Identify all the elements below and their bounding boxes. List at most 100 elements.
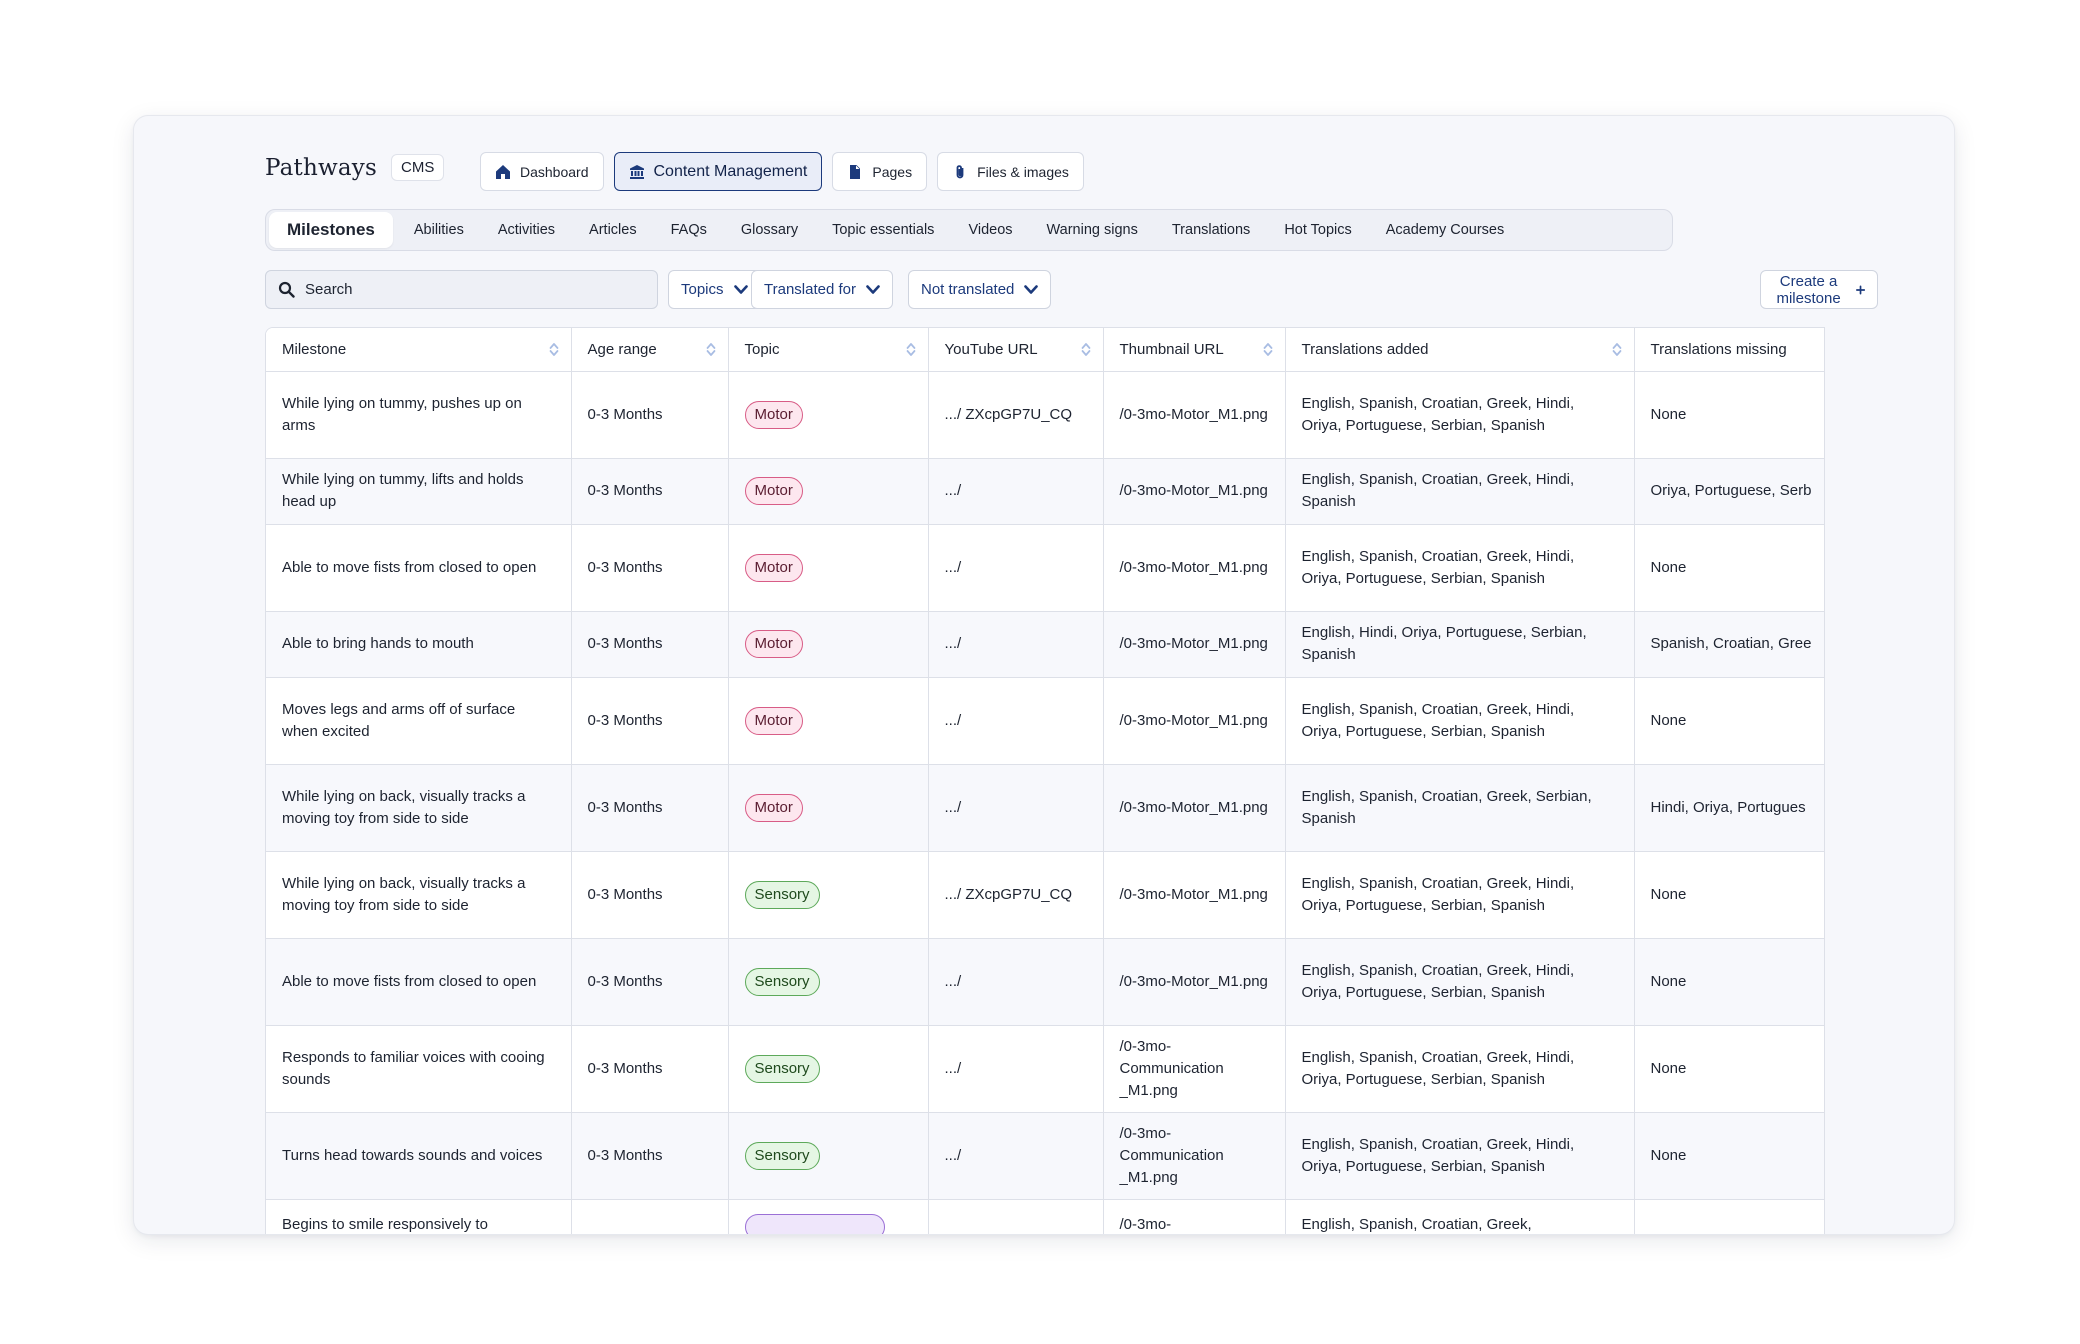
sort-icon[interactable] (1081, 342, 1091, 357)
table-row[interactable]: Able to move fists from closed to open 0-… (266, 938, 1824, 1026)
table-row[interactable]: Able to bring hands to mouth 0-3 Months Mo… (266, 611, 1824, 678)
table-row[interactable]: Begins to smile responsively to/0-3mo- En… (266, 1199, 1824, 1234)
nav-pages-button[interactable]: Pages (832, 152, 928, 191)
tab-translations[interactable]: Translations (1171, 222, 1251, 238)
cell-youtube-url: .../ ZXcpGP7U_CQ (928, 851, 1104, 939)
tab-academy-courses[interactable]: Academy Courses (1385, 222, 1505, 238)
cell-age-range: 0-3 Months (571, 524, 729, 612)
translations-added-text: English, Spanish, Croatian, Greek, Hindi… (1301, 961, 1575, 1001)
table-row[interactable]: While lying on tummy, lifts and holds he… (266, 458, 1824, 525)
cell-translations-added: English, Spanish, Croatian, Greek, (1285, 1199, 1635, 1234)
cell-thumbnail-url: /0-3mo-Motor_M1.png (1103, 851, 1286, 939)
cell-translations-added: English, Spanish, Croatian, Greek, Hindi… (1285, 851, 1635, 939)
column-header-topic[interactable]: Topic (728, 328, 929, 372)
table-header-row: Milestone Age range Topic YouTube URL Th… (266, 328, 1824, 372)
thumbnail-url-text: /0-3mo-Motor_M1.png (1119, 798, 1268, 816)
topic-badge: Motor (744, 630, 803, 658)
cell-translations-missing: None (1634, 938, 1824, 1026)
nav-pages-label: Pages (872, 163, 913, 180)
thumbnail-url-text: /0-3mo- (1119, 1215, 1172, 1233)
topic-badge: Motor (744, 793, 803, 822)
youtube-url-text: .../ ZXcpGP7U_CQ (944, 885, 1073, 903)
create-milestone-button[interactable]: Create a milestone (1760, 270, 1879, 309)
column-header-age-range[interactable]: Age range (571, 328, 729, 372)
column-header-thumbnail-url[interactable]: Thumbnail URL (1103, 328, 1286, 372)
tab-topic-essentials[interactable]: Topic essentials (832, 222, 935, 238)
cell-translations-missing: None (1634, 371, 1824, 459)
age-range-text: 0-3 Months (587, 635, 663, 652)
cell-milestone: While lying on tummy, pushes up on arms (266, 371, 572, 459)
translations-missing-text: None (1650, 1059, 1687, 1077)
youtube-url-text: .../ (944, 558, 962, 576)
column-header-translations-added[interactable]: Translations added (1285, 328, 1635, 372)
column-header-label: Milestone (282, 340, 347, 358)
topic-badge (744, 1213, 885, 1234)
translated-for-filter-dropdown[interactable]: Translated for (751, 270, 893, 309)
cell-translations-added: English, Spanish, Croatian, Greek, Hindi… (1285, 938, 1635, 1026)
search-box[interactable] (265, 270, 658, 309)
cell-age-range: 0-3 Months (571, 1025, 729, 1113)
cell-age-range: 0-3 Months (571, 1112, 729, 1200)
cell-translations-added: English, Spanish, Croatian, Greek, Hindi… (1285, 371, 1635, 459)
table-row[interactable]: Turns head towards sounds and voices 0-3 … (266, 1112, 1824, 1200)
nav-content-management-button[interactable]: Content Management (613, 152, 823, 191)
sort-icon[interactable] (706, 342, 716, 357)
tab-hot-topics[interactable]: Hot Topics (1284, 222, 1352, 238)
cell-age-range: 0-3 Months (571, 611, 729, 678)
topics-filter-dropdown[interactable]: Topics (668, 270, 761, 309)
topic-badge: Sensory (744, 1054, 820, 1083)
cell-translations-added: English, Spanish, Croatian, Greek, Hindi… (1285, 524, 1635, 612)
cell-thumbnail-url: /0-3mo-Motor_M1.png (1103, 371, 1286, 459)
tab-abilities[interactable]: Abilities (413, 222, 464, 238)
tab-milestones[interactable]: Milestones (269, 212, 393, 248)
cell-thumbnail-url: /0-3mo-Communication _M1.png (1103, 1025, 1286, 1113)
cell-translations-missing: None (1634, 1025, 1824, 1113)
not-translated-filter-dropdown[interactable]: Not translated (908, 270, 1052, 309)
sort-icon[interactable] (906, 342, 916, 357)
tab-faqs[interactable]: FAQs (670, 222, 707, 238)
milestones-table-container[interactable]: Milestone Age range Topic YouTube URL Th… (265, 327, 1825, 1234)
cell-milestone: Able to bring hands to mouth (266, 611, 572, 678)
nav-dashboard-button[interactable]: Dashboard (480, 152, 604, 191)
age-range-text: 0-3 Months (587, 711, 663, 729)
cell-translations-added: English, Hindi, Oriya, Portuguese, Serbi… (1285, 611, 1635, 678)
cell-translations-missing: None (1634, 851, 1824, 939)
thumbnail-url-text: /0-3mo-Communication _M1.png (1119, 1124, 1224, 1186)
table-row[interactable]: Responds to familiar voices with cooing … (266, 1025, 1824, 1113)
table-row[interactable]: Able to move fists from closed to open 0-… (266, 524, 1824, 612)
age-range-text: 0-3 Months (587, 1146, 663, 1164)
cell-topic: Motor (728, 677, 929, 765)
column-header-youtube-url[interactable]: YouTube URL (928, 328, 1104, 372)
cell-topic: Sensory (728, 1112, 929, 1200)
tab-activities[interactable]: Activities (497, 222, 556, 238)
sort-icon[interactable] (549, 342, 559, 357)
cell-youtube-url: .../ (928, 611, 1104, 678)
cell-youtube-url: .../ (928, 458, 1104, 525)
table-row[interactable]: While lying on back, visually tracks a m… (266, 851, 1824, 939)
translations-added-text: English, Spanish, Croatian, Greek, Hindi… (1301, 394, 1575, 434)
tab-glossary[interactable]: Glossary (740, 222, 799, 238)
topic-badge: Motor (744, 706, 803, 735)
translations-missing-text: None (1650, 405, 1687, 423)
cell-milestone: Responds to familiar voices with cooing … (266, 1025, 572, 1113)
cell-topic: Motor (728, 524, 929, 612)
youtube-url-text: .../ ZXcpGP7U_CQ (944, 405, 1073, 423)
translated-for-filter-label: Translated for (764, 281, 856, 298)
column-header-milestone[interactable]: Milestone (266, 328, 572, 372)
column-header-translations-missing[interactable]: Translations missing (1634, 328, 1824, 372)
create-milestone-label: Create a milestone (1776, 272, 1841, 307)
brand-name: Pathways (265, 154, 378, 181)
cell-translations-added: English, Spanish, Croatian, Greek, Hindi… (1285, 1025, 1635, 1113)
search-input[interactable] (305, 281, 635, 298)
table-row[interactable]: While lying on back, visually tracks a m… (266, 764, 1824, 852)
table-row[interactable]: Moves legs and arms off of surface when … (266, 677, 1824, 765)
tab-articles[interactable]: Articles (589, 222, 637, 238)
sort-icon[interactable] (1612, 342, 1622, 357)
table-row[interactable]: While lying on tummy, pushes up on arms 0… (266, 371, 1824, 459)
nav-files-images-button[interactable]: Files & images (937, 152, 1084, 191)
translations-missing-text: None (1650, 972, 1687, 990)
tab-videos[interactable]: Videos (968, 222, 1013, 238)
cell-youtube-url: .../ (928, 1025, 1104, 1113)
tab-warning-signs[interactable]: Warning signs (1046, 222, 1138, 238)
sort-icon[interactable] (1263, 342, 1273, 357)
